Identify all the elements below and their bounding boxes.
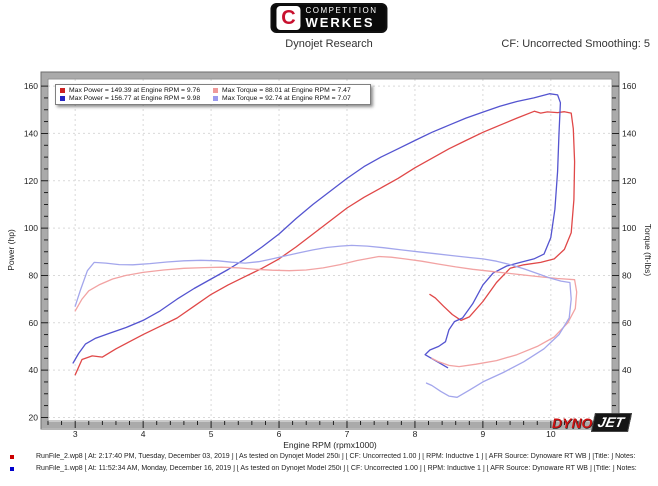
svg-text:10: 10 [546, 429, 556, 439]
svg-text:100: 100 [24, 223, 38, 233]
cw-emblem-icon: C [276, 6, 301, 30]
svg-text:20: 20 [29, 412, 39, 422]
report-subtitle: Dynojet Research [285, 38, 373, 50]
legend-item-torque-run1: Max Torque = 92.74 at Engine RPM = 7.07 [213, 95, 366, 102]
legend-swatch-light-red [213, 88, 218, 93]
svg-text:6: 6 [277, 429, 282, 439]
run-info-text: RunFile_2.wp8 [ At: 2:17:40 PM, Tuesday,… [36, 453, 636, 460]
svg-text:120: 120 [622, 176, 636, 186]
svg-text:160: 160 [622, 81, 636, 91]
run-info-text: RunFile_1.wp8 [ At: 11:52:34 AM, Monday,… [36, 465, 637, 472]
svg-text:140: 140 [24, 128, 38, 138]
svg-text:160: 160 [24, 81, 38, 91]
brand-name-bottom: WERKES [305, 15, 375, 30]
dynojet-logo: DYNO JET [552, 413, 633, 432]
svg-text:40: 40 [622, 365, 632, 375]
svg-text:3: 3 [73, 429, 78, 439]
svg-text:60: 60 [622, 318, 632, 328]
correction-smoothing-setting: CF: Uncorrected Smoothing: 5 [501, 38, 650, 50]
legend-swatch-red [60, 88, 65, 93]
svg-text:5: 5 [209, 429, 214, 439]
svg-text:120: 120 [24, 176, 38, 186]
svg-text:100: 100 [622, 223, 636, 233]
chart-legend: Max Power = 149.39 at Engine RPM = 9.76 … [55, 84, 371, 105]
legend-item-power-run2: Max Power = 149.39 at Engine RPM = 9.76 [60, 87, 213, 94]
legend-item-torque-run2: Max Torque = 88.01 at Engine RPM = 7.47 [213, 87, 366, 94]
svg-text:60: 60 [29, 318, 39, 328]
svg-text:Engine RPM (rpmx1000): Engine RPM (rpmx1000) [283, 440, 377, 450]
svg-text:80: 80 [622, 270, 632, 280]
svg-text:9: 9 [481, 429, 486, 439]
svg-text:4: 4 [141, 429, 146, 439]
legend-label: Max Power = 149.39 at Engine RPM = 9.76 [69, 87, 201, 94]
svg-text:8: 8 [413, 429, 418, 439]
svg-text:Power (hp): Power (hp) [6, 229, 16, 271]
svg-text:7: 7 [345, 429, 350, 439]
svg-text:40: 40 [29, 365, 39, 375]
competition-werkes-logo: C COMPETITION WERKES [270, 3, 388, 33]
run-info-line-run2: RunFile_2.wp8 [ At: 2:17:40 PM, Tuesday,… [10, 453, 655, 460]
legend-swatch-blue [60, 96, 65, 101]
run-bullet-blue [10, 466, 14, 471]
svg-text:80: 80 [29, 270, 39, 280]
svg-text:Torque (ft-lbs): Torque (ft-lbs) [643, 224, 653, 277]
svg-text:140: 140 [622, 128, 636, 138]
legend-swatch-light-blue [213, 96, 218, 101]
run-info-line-run1: RunFile_1.wp8 [ At: 11:52:34 AM, Monday,… [10, 465, 655, 472]
brand-name-top: COMPETITION [305, 6, 378, 15]
legend-label: Max Power = 156.77 at Engine RPM = 9.98 [69, 95, 201, 102]
dynojet-logo-jet: JET [591, 413, 633, 432]
dyno-chart: 3456789102020404060608080100100120120140… [6, 71, 653, 450]
legend-item-power-run1: Max Power = 156.77 at Engine RPM = 9.98 [60, 95, 213, 102]
run-bullet-red [10, 454, 14, 459]
legend-label: Max Torque = 88.01 at Engine RPM = 7.47 [222, 87, 351, 94]
dynojet-logo-dyno: DYNO [552, 414, 593, 431]
legend-label: Max Torque = 92.74 at Engine RPM = 7.07 [222, 95, 351, 102]
